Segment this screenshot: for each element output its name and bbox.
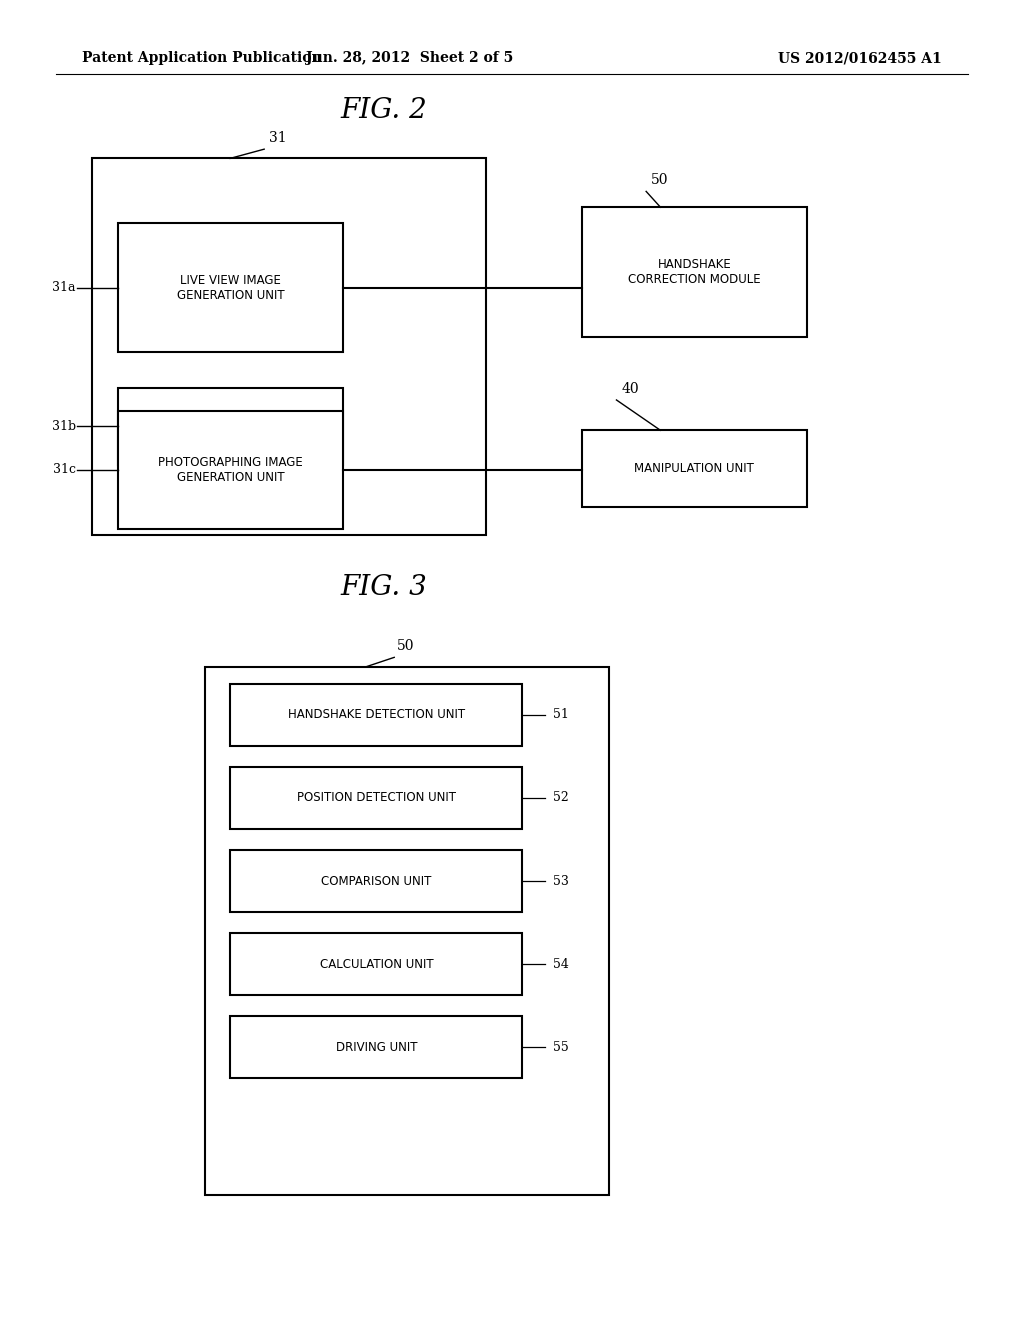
Text: 40: 40 [622, 381, 639, 396]
Text: COMPARISON UNIT: COMPARISON UNIT [322, 875, 431, 887]
Text: 31a: 31a [52, 281, 76, 294]
Text: 55: 55 [553, 1041, 568, 1053]
Text: US 2012/0162455 A1: US 2012/0162455 A1 [778, 51, 942, 65]
Text: POSITION DETECTION UNIT: POSITION DETECTION UNIT [297, 792, 456, 804]
Bar [205, 667, 609, 1195]
Text: Patent Application Publication: Patent Application Publication [82, 51, 322, 65]
Bar [230, 933, 522, 995]
Text: FIG. 3: FIG. 3 [341, 574, 427, 601]
Text: 54: 54 [553, 958, 569, 970]
Bar [118, 411, 343, 529]
Text: 52: 52 [553, 792, 568, 804]
Text: DRIVING UNIT: DRIVING UNIT [336, 1041, 417, 1053]
Text: HANDSHAKE
CORRECTION MODULE: HANDSHAKE CORRECTION MODULE [628, 257, 761, 286]
Bar [230, 850, 522, 912]
Text: FIG. 2: FIG. 2 [341, 98, 427, 124]
Text: 53: 53 [553, 875, 569, 887]
Bar [582, 207, 807, 337]
Bar [118, 223, 343, 352]
Bar [230, 684, 522, 746]
Text: Jun. 28, 2012  Sheet 2 of 5: Jun. 28, 2012 Sheet 2 of 5 [306, 51, 513, 65]
Text: MANIPULATION UNIT: MANIPULATION UNIT [634, 462, 755, 475]
Text: 31b: 31b [51, 420, 76, 433]
Bar [92, 158, 486, 535]
Bar [230, 1016, 522, 1078]
Text: PHOTOGRAPHING IMAGE
GENERATION UNIT: PHOTOGRAPHING IMAGE GENERATION UNIT [158, 455, 303, 484]
Text: PREPROCESSING UNIT: PREPROCESSING UNIT [165, 420, 296, 433]
Text: 50: 50 [651, 173, 669, 187]
Text: 51: 51 [553, 709, 569, 721]
Text: 50: 50 [397, 639, 415, 653]
Text: 31c: 31c [53, 463, 76, 477]
Text: LIVE VIEW IMAGE
GENERATION UNIT: LIVE VIEW IMAGE GENERATION UNIT [176, 273, 285, 302]
Text: HANDSHAKE DETECTION UNIT: HANDSHAKE DETECTION UNIT [288, 709, 465, 721]
Bar [230, 767, 522, 829]
Bar [118, 388, 343, 465]
Bar [582, 430, 807, 507]
Text: CALCULATION UNIT: CALCULATION UNIT [319, 958, 433, 970]
Text: 31: 31 [269, 131, 287, 145]
